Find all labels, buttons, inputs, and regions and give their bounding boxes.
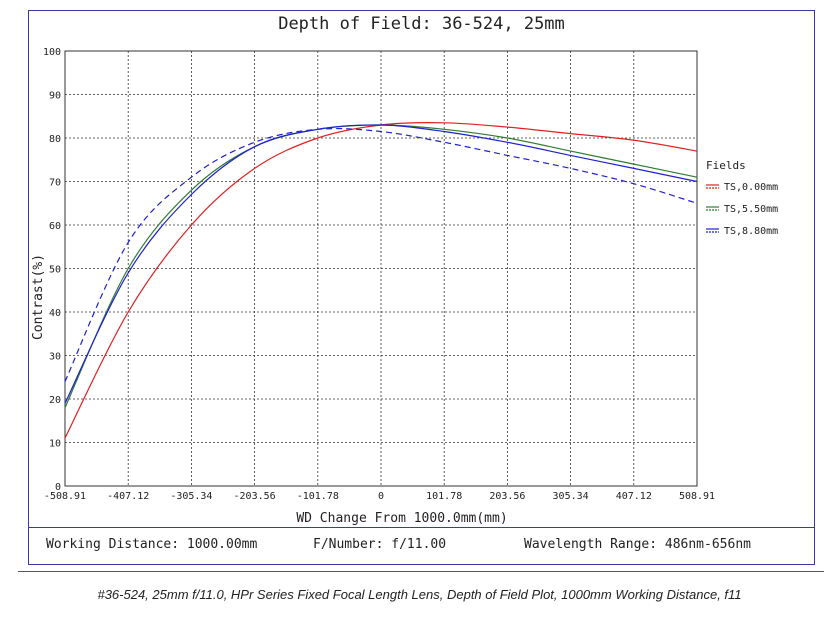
x-tick-label: 407.12 [616,491,652,502]
legend: Fields TS,0.00mm TS,5.50mm TS,8.80mm [706,159,778,237]
x-tick-label: -407.12 [107,491,149,502]
chart-title: Depth of Field: 36-524, 25mm [278,14,565,34]
legend-label: TS,8.80mm [724,226,778,237]
y-tick-label: 0 [55,482,61,493]
chart-frame [28,10,815,565]
y-tick-label: 70 [49,178,61,189]
caption-divider [18,571,824,572]
y-tick-label: 20 [49,395,61,406]
figure-caption: #36-524, 25mm f/11.0, HPr Series Fixed F… [97,587,742,602]
y-tick-label: 60 [49,221,61,232]
axis-ticks: -508.91 -407.12 -305.34 -203.56 -101.78 0 101.… [43,47,715,502]
y-axis-label: Contrast(%) [31,254,46,340]
series-line-0 [64,122,698,439]
working-distance-text: Working Distance: 1000.00mm [46,537,258,552]
y-tick-label: 80 [49,134,61,145]
x-axis-label: WD Change From 1000.0mm(mm) [296,511,507,526]
legend-label: TS,0.00mm [724,182,778,193]
x-tick-label: 508.91 [679,491,715,502]
grid [65,51,697,486]
legend-title: Fields [706,159,746,172]
y-tick-label: 90 [49,91,61,102]
info-divider [28,527,815,528]
x-tick-label: 305.34 [553,491,589,502]
series-line-2 [64,124,698,404]
x-tick-label: -305.34 [170,491,212,502]
y-tick-label: 50 [49,265,61,276]
plot-area [64,50,698,487]
x-tick-label: 203.56 [489,491,525,502]
series-line-3 [64,127,698,382]
y-tick-label: 30 [49,352,61,363]
legend-label: TS,5.50mm [724,204,778,215]
y-tick-label: 100 [43,47,61,58]
x-tick-label: -101.78 [297,491,339,502]
y-tick-label: 10 [49,439,61,450]
x-tick-label: 0 [378,491,384,502]
wavelength-range-text: Wavelength Range: 486nm-656nm [524,537,751,552]
f-number-text: F/Number: f/11.00 [313,537,447,552]
x-tick-label: 101.78 [426,491,462,502]
series-lines [64,122,698,439]
y-tick-label: 40 [49,308,61,319]
x-tick-label: -508.91 [44,491,86,502]
x-tick-label: -203.56 [234,491,276,502]
